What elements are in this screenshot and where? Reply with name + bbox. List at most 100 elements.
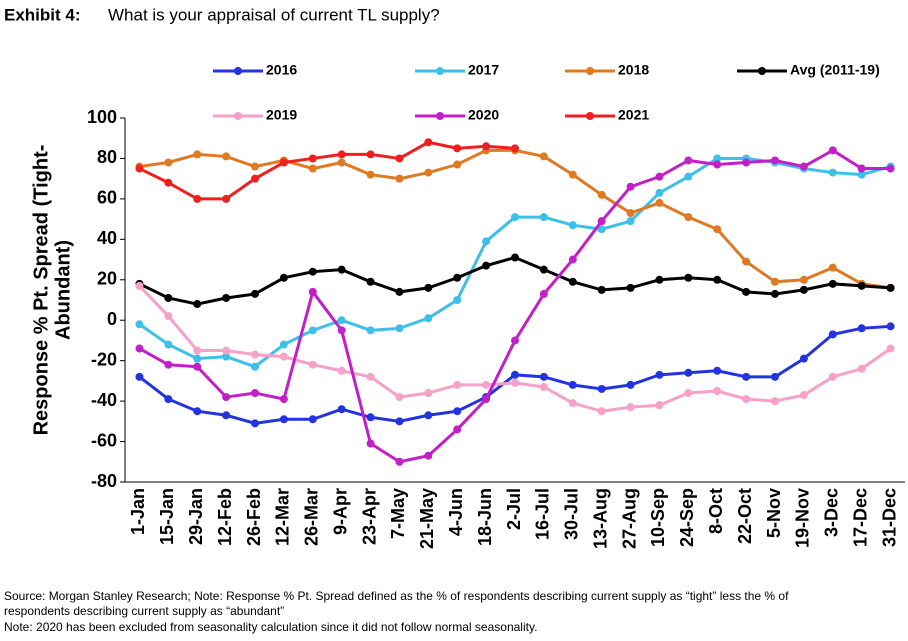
point: [424, 283, 433, 292]
point: [799, 391, 808, 400]
x-tick-label: 4-Jun: [446, 488, 466, 536]
point: [251, 174, 259, 183]
point: [713, 160, 722, 169]
legend-label: 2016: [266, 62, 297, 78]
point: [886, 164, 895, 173]
x-tick-label: 17-Dec: [850, 488, 870, 547]
point: [222, 346, 231, 355]
x-tick-label: 26-Feb: [244, 488, 264, 546]
point: [626, 403, 635, 412]
point: [366, 372, 375, 381]
point: [568, 255, 577, 264]
point: [742, 257, 751, 266]
point: [684, 213, 693, 222]
point: [366, 326, 375, 335]
series-line: [138, 140, 516, 201]
point: [597, 217, 606, 226]
x-tick-label: 1-Jan: [128, 488, 148, 535]
point: [337, 316, 346, 325]
point: [597, 225, 606, 234]
point: [684, 389, 693, 398]
legend-label: 2020: [468, 107, 499, 123]
point: [886, 283, 895, 292]
point: [453, 425, 462, 434]
point: [308, 267, 317, 276]
x-tick-label: 29-Jan: [186, 488, 206, 545]
point: [337, 405, 346, 414]
point: [886, 344, 895, 353]
point: [771, 289, 779, 298]
point: [626, 283, 635, 292]
y-tick-label: -20: [91, 349, 117, 369]
x-tick-label: 7-May: [388, 488, 408, 539]
point: [424, 411, 433, 420]
x-tick-label: 12-Mar: [273, 488, 293, 546]
point: [395, 287, 404, 296]
point: [597, 285, 606, 294]
y-tick-label: 60: [97, 188, 117, 208]
series-line: [138, 156, 891, 369]
point: [597, 190, 606, 199]
point: [424, 389, 433, 398]
point: [568, 277, 577, 286]
point: [799, 354, 808, 363]
point: [453, 160, 462, 169]
point: [135, 164, 144, 173]
y-tick-label: 20: [97, 269, 117, 289]
point: [395, 457, 404, 466]
point: [828, 168, 837, 177]
point: [164, 340, 173, 349]
point: [857, 170, 866, 179]
point: [482, 237, 491, 246]
point: [539, 152, 548, 161]
point: [164, 178, 173, 187]
legend-marker: [436, 112, 444, 120]
point: [222, 293, 231, 302]
point: [511, 336, 519, 345]
point: [539, 213, 548, 222]
x-tick-label: 23-Apr: [359, 488, 379, 545]
legend-label: 2019: [266, 107, 297, 123]
point: [828, 372, 837, 381]
point: [337, 150, 346, 159]
x-tick-label: 26-Mar: [302, 488, 322, 546]
legend-marker: [586, 67, 594, 75]
y-label-line: Response % Pt. Spread (Tight-: [30, 145, 52, 436]
note: respondents describing current supply as…: [4, 604, 284, 618]
point: [568, 170, 577, 179]
point: [251, 350, 259, 359]
point: [771, 156, 779, 165]
point: [222, 194, 231, 203]
point: [135, 281, 144, 290]
point: [597, 384, 606, 393]
chart-title: What is your appraisal of current TL sup…: [108, 5, 440, 24]
point: [308, 415, 317, 424]
y-tick-label: 100: [87, 107, 117, 127]
point: [279, 340, 288, 349]
point: [279, 158, 288, 167]
point: [337, 265, 346, 274]
point: [453, 273, 462, 282]
x-tick-label: 27-Aug: [619, 488, 639, 549]
x-tick-label: 12-Feb: [215, 488, 235, 546]
point: [193, 346, 202, 355]
point: [193, 194, 202, 203]
point: [337, 158, 346, 167]
point: [164, 360, 173, 369]
point: [453, 144, 462, 153]
point: [626, 182, 635, 191]
point: [713, 275, 722, 284]
point: [395, 417, 404, 426]
point: [713, 366, 722, 375]
point: [453, 380, 462, 389]
legend-marker: [234, 112, 242, 120]
x-tick-label: 8-Oct: [706, 488, 726, 534]
point: [655, 370, 664, 379]
point: [251, 362, 259, 371]
point: [799, 285, 808, 294]
x-tick-label: 13-Aug: [590, 488, 610, 549]
point: [279, 352, 288, 361]
legend-label: 2018: [618, 62, 649, 78]
point: [366, 277, 375, 286]
point: [279, 415, 288, 424]
